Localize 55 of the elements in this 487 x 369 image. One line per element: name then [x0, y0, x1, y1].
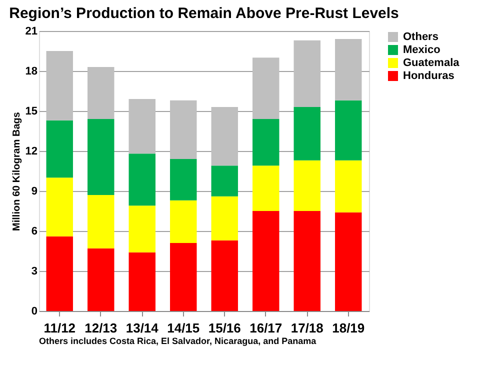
bar [294, 107, 320, 160]
bar [128, 99, 156, 154]
y-tick-label: 3 [31, 266, 38, 278]
bar [170, 200, 197, 243]
x-tick-label: 13/14 [126, 320, 160, 336]
x-tick-label: 18/19 [332, 320, 365, 336]
bar [335, 212, 362, 311]
bar [252, 58, 280, 119]
bar [46, 178, 73, 236]
bar [128, 154, 156, 206]
y-tick-label: 12 [25, 146, 38, 158]
x-tick-label: 17/18 [290, 320, 324, 336]
bar [252, 119, 280, 166]
legend-label: Honduras [403, 70, 454, 82]
y-tick-label: 21 [25, 26, 38, 38]
y-axis-title: Million 60 Kilogram Bags [11, 112, 22, 231]
bar [88, 195, 114, 248]
bar [170, 100, 197, 159]
bar [252, 166, 280, 211]
bar [335, 160, 362, 212]
chart-title: Region’s Production to Remain Above Pre-Rust Levels [9, 5, 399, 22]
x-tick-label: 15/16 [208, 320, 241, 336]
bar [335, 39, 362, 100]
x-tick-label: 14/15 [167, 320, 200, 336]
text: Others includes Costa Rica, El Salvador, Nicaragua, and Panama [39, 336, 318, 346]
y-tick-label: 9 [31, 186, 38, 198]
bar [128, 206, 156, 252]
bar [46, 236, 73, 311]
x-tick-label: 16/17 [250, 320, 282, 336]
bar [211, 166, 238, 196]
legend-label: Others [403, 31, 438, 43]
bar [170, 159, 197, 200]
bar [46, 51, 73, 120]
y-tick-label: 0 [31, 306, 38, 318]
legend-label: Mexico [403, 44, 441, 56]
bar [46, 120, 73, 178]
bar [170, 243, 197, 311]
bar [211, 240, 238, 311]
bar [294, 211, 320, 311]
bar [88, 248, 114, 311]
y-tick-label: 18 [25, 66, 38, 78]
legend-label: Guatemala [403, 57, 460, 69]
y-tick-label: 15 [25, 106, 38, 118]
bar [88, 67, 114, 119]
bar [211, 107, 238, 166]
bar [128, 252, 156, 311]
bar [335, 100, 362, 160]
x-tick-label: 12/13 [84, 320, 118, 336]
bar [88, 119, 114, 195]
x-tick-label: 11/12 [44, 320, 76, 336]
bar [252, 211, 280, 311]
bar [294, 40, 320, 107]
y-tick-label: 6 [31, 226, 38, 238]
bar [294, 160, 320, 211]
bar [211, 196, 238, 240]
